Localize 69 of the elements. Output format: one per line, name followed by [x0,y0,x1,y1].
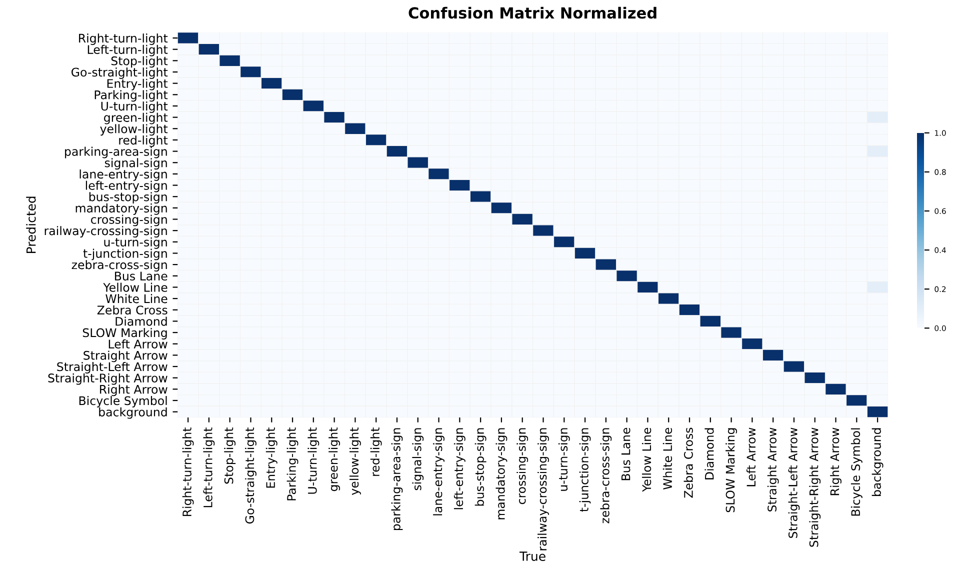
y-tick-label: parking-area-sign [65,146,167,158]
y-tick-label: Yellow Line [103,282,168,292]
x-tick-label: Right Arrow [830,428,842,496]
x-tick-label: parking-area-sign [391,428,403,530]
x-tick-label: Bicycle Symbol [850,428,862,516]
y-tick-label: Diamond [116,316,167,326]
x-tick-label: White Line [662,428,672,490]
x-tick-label: left-entry-sign [454,428,466,510]
x-tick-label: Stop-light [224,427,236,484]
y-tick-label: White Line [106,294,168,304]
x-axis-title: True [519,552,546,561]
y-tick-label: Stop-light [111,56,168,68]
y-tick-label: u-turn-sign [104,237,167,249]
y-tick-label: Entry-light [107,78,168,90]
y-tick-label: red-light [119,135,168,147]
y-tick-label: Straight-Right Arrow [48,373,168,385]
x-tick-label: t-junction-sign [579,428,591,512]
y-tick-label: Left-turn-light [88,44,168,56]
x-tick-label: railway-crossing-sign [538,428,549,550]
x-tick-label: Diamond [704,428,714,480]
y-tick-label: Bicycle Symbol [79,396,167,408]
y-tick-label: mandatory-sign [76,203,167,215]
y-tick-label: Parking-light [94,90,168,102]
x-tick-label: Yellow Line [642,428,652,492]
y-tick-label: yellow-light [100,124,168,136]
x-tick-label: Bus Lane [621,428,630,480]
x-tick-label: u-turn-sign [558,428,570,491]
x-tick-label: crossing-sign [516,428,528,504]
y-tick-label: railway-crossing-sign [44,226,167,238]
y-tick-label: crossing-sign [91,214,167,226]
x-tick-label: Straight-Left Arrow [788,428,800,538]
x-tick-label: mandatory-sign [496,428,508,520]
x-tick-label: SLOW Marking [726,428,738,512]
y-tick-label: signal-sign [104,158,167,170]
y-tick-label: background [99,407,167,419]
x-tick-label: Parking-light [286,427,298,500]
y-tick-label: zebra-cross-sign [72,260,167,272]
y-tick-label: left-entry-sign [86,180,167,192]
y-tick-label: SLOW Marking [82,328,167,340]
x-tick-label: bus-stop-sign [474,428,486,506]
y-tick-label: bus-stop-sign [89,192,167,204]
y-tick-label: Right Arrow [100,384,168,396]
y-tick-label: Zebra Cross [97,305,168,315]
y-tick-label: Straight-Left Arrow [57,362,168,374]
y-tick-label: Go-straight-light [72,68,168,79]
y-tick-label: Straight Arrow [84,350,168,362]
x-tick-label: lane-entry-sign [433,428,444,516]
x-tick-label: signal-sign [412,428,424,490]
y-tick-label: U-turn-light [101,101,168,113]
y-tick-label: Left Arrow [108,339,168,349]
x-tick-label: Entry-light [266,427,278,488]
x-tick-label: green-light [328,427,340,492]
x-tick-label: background [872,428,884,496]
y-tick-label: lane-entry-sign [80,169,167,181]
x-tick-label: Left Arrow [746,428,756,486]
x-tick-label: U-turn-light [308,427,320,494]
x-tick-label: Zebra Cross [684,428,693,498]
y-tick-label: Right-turn-light [79,34,168,45]
y-tick-label: t-junction-sign [83,248,167,260]
y-tick-label: Bus Lane [114,272,168,281]
x-tick-label: yellow-light [349,427,361,495]
x-tick-label: red-light [370,427,382,476]
x-tick-label: Go-straight-light [245,427,256,524]
chart-title: Confusion Matrix Normalized [408,6,656,19]
x-tick-label: zebra-cross-sign [600,428,612,524]
y-tick-label: green-light [104,112,168,124]
x-tick-label: Straight Arrow [767,428,779,512]
x-tick-label: Straight-Right Arrow [809,428,821,547]
y-axis-title: Predicted [26,196,36,254]
